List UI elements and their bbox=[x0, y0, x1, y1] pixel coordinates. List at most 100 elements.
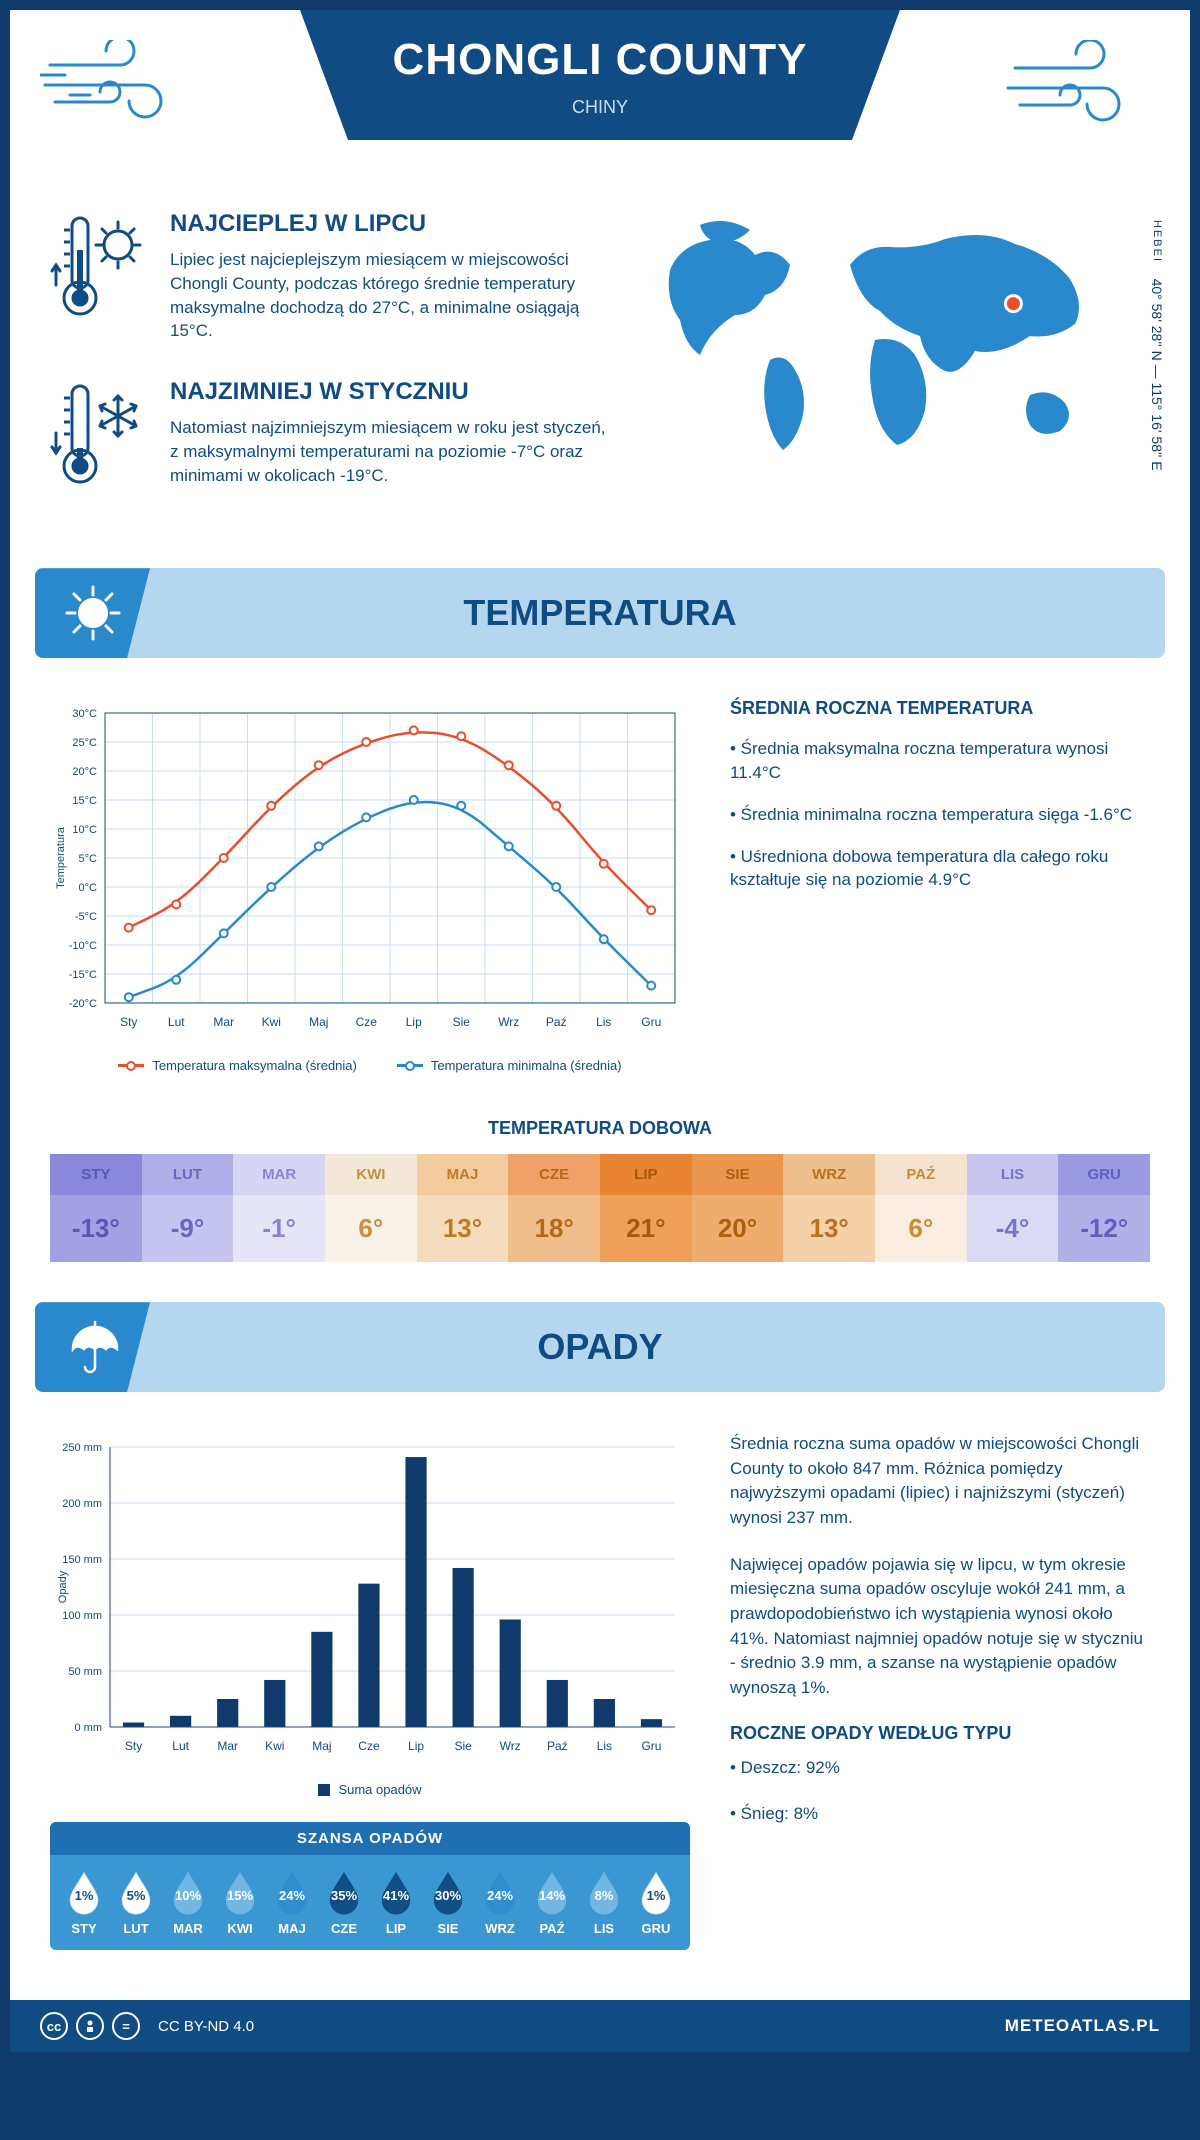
svg-text:0 mm: 0 mm bbox=[75, 1722, 103, 1734]
raindrop-icon: 30% bbox=[429, 1869, 467, 1915]
raindrop-icon: 24% bbox=[481, 1869, 519, 1915]
daily-cell: CZE 18° bbox=[508, 1154, 600, 1262]
legend-max: Temperatura maksymalna (średnia) bbox=[118, 1058, 356, 1073]
chance-title: SZANSA OPADÓW bbox=[50, 1822, 690, 1855]
warmest-heading: NAJCIEPLEJ W LIPCU bbox=[170, 210, 610, 238]
daily-cell: SIE 20° bbox=[692, 1154, 784, 1262]
temp-legend: Temperatura maksymalna (średnia) Tempera… bbox=[50, 1058, 690, 1073]
precip-info-1: Średnia roczna suma opadów w miejscowośc… bbox=[730, 1432, 1150, 1531]
page-title: CHONGLI COUNTY bbox=[300, 35, 900, 85]
chance-cell: 30% SIE bbox=[422, 1869, 474, 1936]
sun-icon bbox=[35, 568, 150, 658]
svg-text:Lis: Lis bbox=[597, 1739, 612, 1753]
svg-text:Mar: Mar bbox=[217, 1739, 238, 1753]
region-label: HEBEI bbox=[1151, 220, 1163, 263]
precip-title: OPADY bbox=[35, 1326, 1165, 1368]
svg-text:-15°C: -15°C bbox=[69, 969, 97, 981]
map-column: HEBEI 40° 58' 28'' N — 115° 16' 58'' E bbox=[650, 210, 1150, 528]
chance-cell: 41% LIP bbox=[370, 1869, 422, 1936]
daily-temp-title: TEMPERATURA DOBOWA bbox=[10, 1118, 1190, 1139]
svg-text:Kwi: Kwi bbox=[265, 1739, 284, 1753]
daily-cell: KWI 6° bbox=[325, 1154, 417, 1262]
raindrop-icon: 5% bbox=[117, 1869, 155, 1915]
precip-section-header: OPADY bbox=[35, 1302, 1165, 1392]
coordinates: HEBEI 40° 58' 28'' N — 115° 16' 58'' E bbox=[1149, 220, 1165, 471]
svg-text:15°C: 15°C bbox=[72, 795, 97, 807]
nd-icon: = bbox=[112, 2012, 140, 2040]
warmest-fact: NAJCIEPLEJ W LIPCU Lipiec jest najcieple… bbox=[50, 210, 610, 343]
daily-cell: LIP 21° bbox=[600, 1154, 692, 1262]
coords-label: 40° 58' 28'' N — 115° 16' 58'' E bbox=[1149, 279, 1165, 471]
raindrop-icon: 14% bbox=[533, 1869, 571, 1915]
svg-text:25°C: 25°C bbox=[72, 737, 97, 749]
precip-info: Średnia roczna suma opadów w miejscowośc… bbox=[730, 1432, 1150, 1849]
svg-text:Lip: Lip bbox=[408, 1739, 424, 1753]
precip-type-1: • Deszcz: 92% bbox=[730, 1756, 1150, 1781]
chance-cell: 14% PAŹ bbox=[526, 1869, 578, 1936]
svg-text:-20°C: -20°C bbox=[69, 998, 97, 1010]
temp-info-heading: ŚREDNIA ROCZNA TEMPERATURA bbox=[730, 698, 1150, 719]
temperature-chart: -20°C-15°C-10°C-5°C0°C5°C10°C15°C20°C25°… bbox=[50, 698, 690, 1073]
header: CHONGLI COUNTY CHINY bbox=[10, 10, 1190, 190]
chance-strip: SZANSA OPADÓW 1% STY 5% LUT 10% MAR 15% bbox=[50, 1822, 690, 1950]
precip-info-2: Najwięcej opadów pojawia się w lipcu, w … bbox=[730, 1553, 1150, 1701]
license-label: CC BY-ND 4.0 bbox=[158, 2018, 254, 2035]
daily-cell: STY -13° bbox=[50, 1154, 142, 1262]
warmest-text: Lipiec jest najcieplejszym miesiącem w m… bbox=[170, 248, 610, 343]
svg-text:Opady: Opady bbox=[57, 1570, 69, 1603]
precip-content: 0 mm50 mm100 mm150 mm200 mm250 mmStyLutM… bbox=[10, 1422, 1190, 1970]
thermometer-snow-icon bbox=[50, 378, 145, 493]
temperature-title: TEMPERATURA bbox=[35, 592, 1165, 634]
intro-section: NAJCIEPLEJ W LIPCU Lipiec jest najcieple… bbox=[10, 190, 1190, 558]
chance-cell: 5% LUT bbox=[110, 1869, 162, 1936]
daily-temp-table: STY -13° LUT -9° MAR -1° KWI 6° MAJ 13° … bbox=[50, 1154, 1150, 1262]
svg-text:-5°C: -5°C bbox=[75, 911, 97, 923]
chance-row: 1% STY 5% LUT 10% MAR 15% KWI 24 bbox=[50, 1855, 690, 1940]
svg-text:200 mm: 200 mm bbox=[62, 1498, 102, 1510]
svg-text:Cze: Cze bbox=[356, 1015, 378, 1029]
temp-info-3: • Uśredniona dobowa temperatura dla całe… bbox=[730, 845, 1150, 893]
svg-text:Lip: Lip bbox=[406, 1015, 422, 1029]
coldest-heading: NAJZIMNIEJ W STYCZNIU bbox=[170, 378, 610, 406]
footer: cc = CC BY-ND 4.0 METEOATLAS.PL bbox=[10, 2000, 1190, 2052]
chance-cell: 1% STY bbox=[58, 1869, 110, 1936]
svg-text:Gru: Gru bbox=[641, 1015, 661, 1029]
umbrella-icon bbox=[35, 1302, 150, 1392]
world-map bbox=[650, 210, 1110, 470]
coldest-body: NAJZIMNIEJ W STYCZNIU Natomiast najzimni… bbox=[170, 378, 610, 493]
wind-icon bbox=[40, 40, 200, 130]
warmest-body: NAJCIEPLEJ W LIPCU Lipiec jest najcieple… bbox=[170, 210, 610, 343]
raindrop-icon: 8% bbox=[585, 1869, 623, 1915]
chance-cell: 10% MAR bbox=[162, 1869, 214, 1936]
daily-cell: LIS -4° bbox=[967, 1154, 1059, 1262]
by-icon bbox=[76, 2012, 104, 2040]
title-banner: CHONGLI COUNTY CHINY bbox=[300, 10, 900, 140]
svg-text:0°C: 0°C bbox=[79, 882, 98, 894]
country-label: CHINY bbox=[300, 97, 900, 118]
svg-text:30°C: 30°C bbox=[72, 708, 97, 720]
daily-cell: LUT -9° bbox=[142, 1154, 234, 1262]
infographic-page: CHONGLI COUNTY CHINY bbox=[0, 0, 1200, 2062]
svg-text:5°C: 5°C bbox=[79, 853, 98, 865]
svg-text:10°C: 10°C bbox=[72, 824, 97, 836]
daily-cell: WRZ 13° bbox=[783, 1154, 875, 1262]
svg-text:-10°C: -10°C bbox=[69, 940, 97, 952]
svg-text:Lut: Lut bbox=[172, 1739, 189, 1753]
chance-cell: 8% LIS bbox=[578, 1869, 630, 1936]
raindrop-icon: 24% bbox=[273, 1869, 311, 1915]
cc-icon: cc bbox=[40, 2012, 68, 2040]
svg-text:Sie: Sie bbox=[454, 1739, 472, 1753]
svg-text:Lut: Lut bbox=[168, 1015, 185, 1029]
svg-text:100 mm: 100 mm bbox=[62, 1610, 102, 1622]
precip-legend: Suma opadów bbox=[50, 1782, 690, 1797]
daily-cell: PAŹ 6° bbox=[875, 1154, 967, 1262]
wind-icon bbox=[1000, 40, 1160, 130]
raindrop-icon: 35% bbox=[325, 1869, 363, 1915]
svg-text:Maj: Maj bbox=[312, 1739, 331, 1753]
svg-text:Paź: Paź bbox=[547, 1739, 568, 1753]
facts-column: NAJCIEPLEJ W LIPCU Lipiec jest najcieple… bbox=[50, 210, 610, 528]
legend-precip: Suma opadów bbox=[318, 1782, 421, 1797]
svg-text:Mar: Mar bbox=[213, 1015, 234, 1029]
raindrop-icon: 1% bbox=[637, 1869, 675, 1915]
raindrop-icon: 10% bbox=[169, 1869, 207, 1915]
